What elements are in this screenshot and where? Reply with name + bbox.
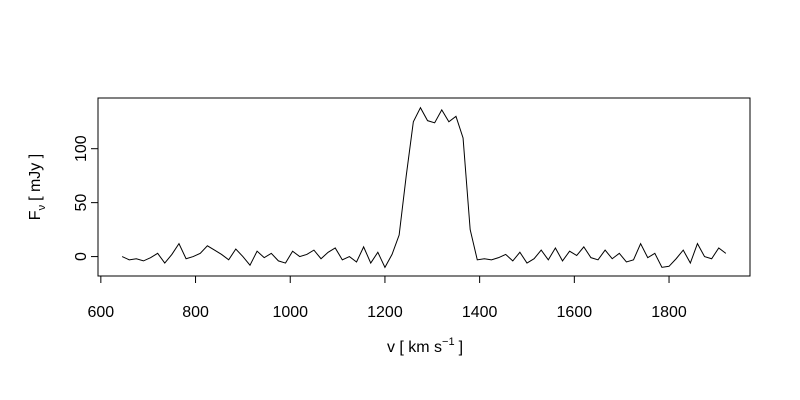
x-axis-label: v [ km s−1] [387,336,463,356]
x-tick-label: 1800 [651,304,687,321]
x-label-text: v [ km s [387,339,442,356]
x-tick-label: 800 [182,304,209,321]
x-tick-label: 1600 [557,304,593,321]
x-tick-label: 1000 [272,304,308,321]
y-label-unit: [ mJy ] [27,154,44,201]
plot-box [97,97,751,277]
y-tick-label: 0 [73,252,90,261]
x-tick-label: 1400 [462,304,498,321]
spectrum-line [121,106,727,269]
y-tick-label: 100 [73,135,90,162]
y-label-sub: ν [36,204,48,210]
x-label-sup: −1 [442,336,455,348]
x-tick-label: 600 [87,304,114,321]
y-label-text: F [27,210,44,220]
x-tick-label: 1200 [367,304,403,321]
x-label-end: ] [459,339,463,356]
y-axis-label: Fν [ mJy ] [27,154,48,220]
y-tick-label: 50 [73,194,90,212]
